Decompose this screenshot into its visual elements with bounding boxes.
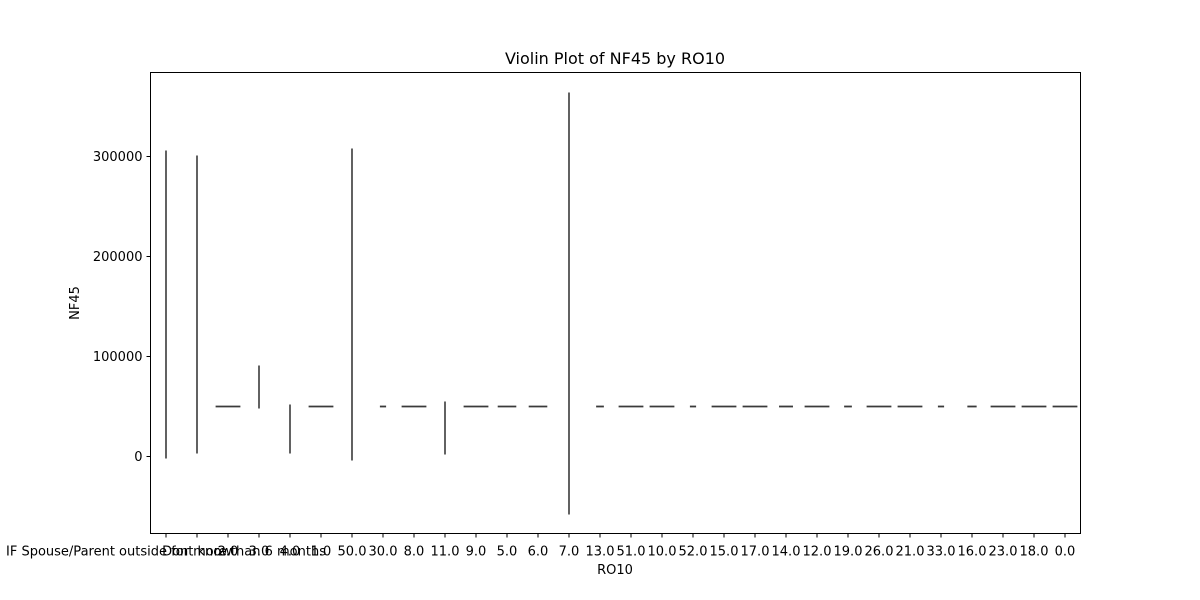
y-tick-label: 100000 bbox=[93, 350, 143, 365]
x-tick-label: 30.0 bbox=[369, 545, 398, 560]
x-tick-label: 14.0 bbox=[772, 545, 801, 560]
x-tick-label: 1.0 bbox=[311, 545, 332, 560]
x-axis-label: RO10 bbox=[597, 563, 633, 578]
chart-title: Violin Plot of NF45 by RO10 bbox=[505, 49, 725, 68]
x-tick-label: 9.0 bbox=[466, 545, 487, 560]
x-tick-label: IF Spouse/Parent outside for more than 6… bbox=[6, 545, 326, 560]
x-tick-label: 0.0 bbox=[1055, 545, 1076, 560]
x-tick-label: 16.0 bbox=[958, 545, 987, 560]
y-tick-label: 200000 bbox=[93, 250, 143, 265]
y-tick-label: 300000 bbox=[93, 150, 143, 165]
violin-series bbox=[165, 92, 1078, 515]
x-tick-label: 5.0 bbox=[497, 545, 518, 560]
x-tick-label: 11.0 bbox=[431, 545, 460, 560]
x-tick-label: 26.0 bbox=[865, 545, 894, 560]
x-tick-label: Dont know bbox=[162, 545, 232, 560]
x-tick-label: 21.0 bbox=[896, 545, 925, 560]
x-tick-label: 23.0 bbox=[989, 545, 1018, 560]
x-tick-label: 6.0 bbox=[528, 545, 549, 560]
x-tick-label: 33.0 bbox=[927, 545, 956, 560]
x-tick-label: 12.0 bbox=[803, 545, 832, 560]
y-axis: 0 100000 200000 300000 bbox=[93, 150, 151, 465]
x-axis: IF Spouse/Parent outside for more than 6… bbox=[6, 533, 1076, 560]
y-tick-label: 0 bbox=[134, 450, 142, 465]
x-tick-label: 4.0 bbox=[280, 545, 301, 560]
x-tick-label: 10.0 bbox=[648, 545, 677, 560]
y-axis-label: NF45 bbox=[68, 286, 83, 320]
x-tick-label: 7.0 bbox=[559, 545, 580, 560]
x-tick-label: 15.0 bbox=[710, 545, 739, 560]
x-tick-label: 2.0 bbox=[218, 545, 239, 560]
x-tick-label: 3.0 bbox=[249, 545, 270, 560]
x-tick-label: 19.0 bbox=[834, 545, 863, 560]
plot-area bbox=[150, 72, 1081, 534]
x-tick-label: 50.0 bbox=[338, 545, 367, 560]
x-tick-label: 18.0 bbox=[1020, 545, 1049, 560]
x-tick-label: 51.0 bbox=[617, 545, 646, 560]
x-tick-label: 13.0 bbox=[586, 545, 615, 560]
x-tick-label: 8.0 bbox=[404, 545, 425, 560]
x-tick-label: 17.0 bbox=[741, 545, 770, 560]
x-tick-label: 52.0 bbox=[679, 545, 708, 560]
